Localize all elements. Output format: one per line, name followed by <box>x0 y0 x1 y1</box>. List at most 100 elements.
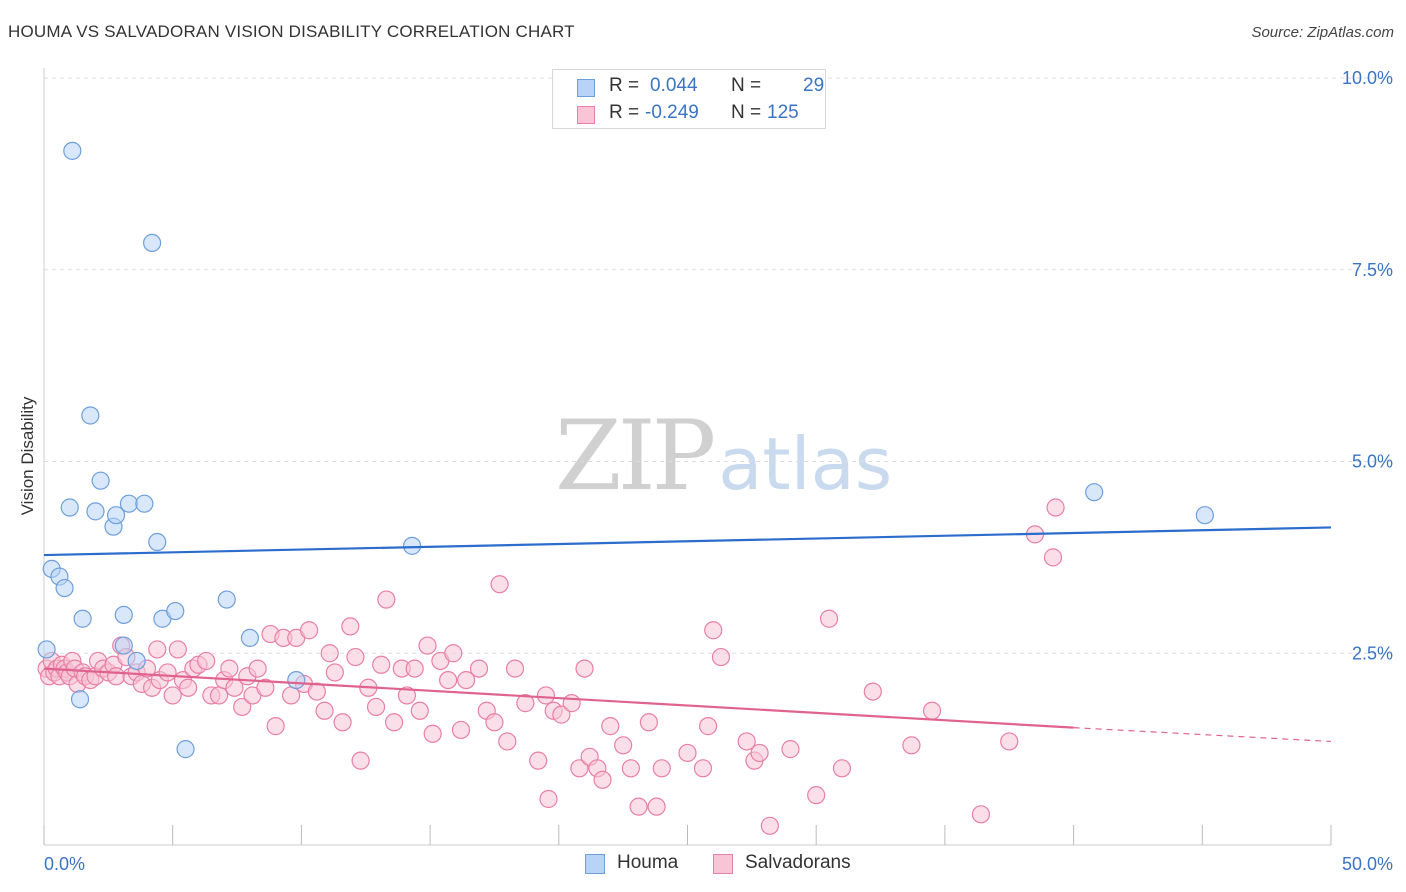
salvadoran-point <box>179 678 198 697</box>
salvadoran-point <box>698 717 718 736</box>
salvadoran-point <box>562 694 581 713</box>
salvadoran-point <box>351 751 370 770</box>
salvadoran-point <box>163 686 182 705</box>
salvadoran-point <box>539 789 558 809</box>
y-tick-label: 2.5% <box>1352 643 1393 663</box>
houma-point <box>217 590 236 609</box>
salvadoran-point <box>439 670 458 690</box>
salvadoran-point <box>410 701 429 720</box>
salvadoran-point <box>148 640 167 659</box>
salvadoran-point <box>781 740 800 759</box>
r-label: R = <box>609 102 640 123</box>
r-label: R = <box>609 75 640 96</box>
salvadoran-point <box>529 751 548 770</box>
source-credit: Source: ZipAtlas.com <box>1251 24 1394 41</box>
houma-point <box>114 605 133 625</box>
salvadoran-point <box>485 713 504 732</box>
houma-point <box>86 502 105 521</box>
tick-labels: 2.5% 5.0% 7.5% 10.0% 0.0% 50.0% <box>44 68 1393 874</box>
salvadoran-point <box>1043 548 1063 567</box>
y-tick-label: 7.5% <box>1352 260 1393 280</box>
salvadorans-legend-swatch <box>713 854 733 874</box>
salvadoran-point <box>233 697 252 717</box>
salvadoran-point <box>106 667 126 686</box>
salvadoran-point <box>372 655 391 674</box>
salvadoran-point <box>760 816 779 835</box>
salvadoran-point <box>451 720 471 740</box>
salvadoran-point <box>863 682 882 701</box>
y-tick-label: 10.0% <box>1342 68 1393 88</box>
salvadoran-point <box>570 759 589 778</box>
houma-point <box>127 651 146 671</box>
salvadoran-point <box>457 670 476 690</box>
watermark-zip: ZIP <box>555 400 716 512</box>
salvadoran-point <box>256 678 275 697</box>
houma-point <box>81 406 100 425</box>
salvadoran-point <box>377 590 396 609</box>
houma-point <box>91 471 110 490</box>
salvadoran-point <box>384 713 404 732</box>
salvadoran-point <box>346 647 365 667</box>
houma-point <box>1195 506 1214 525</box>
salvadorans-swatch <box>577 106 595 124</box>
n-value: 29 <box>803 75 825 96</box>
salvadoran-point <box>621 759 640 778</box>
salvadoran-point <box>325 663 344 682</box>
salvadoran-point <box>307 682 326 701</box>
y-tick-label: 5.0% <box>1352 452 1393 472</box>
houma-point <box>73 609 92 628</box>
houma-point <box>166 601 185 621</box>
salvadoran-point <box>498 732 517 751</box>
salvadoran-trend-extension <box>1073 727 1332 743</box>
houma-point <box>148 532 167 552</box>
salvadoran-point <box>593 770 612 789</box>
salvadoran-point <box>552 705 571 724</box>
x-tick-label: 0.0% <box>44 854 85 874</box>
watermark: ZIPatlas <box>555 400 892 512</box>
salvadoran-point <box>266 717 285 736</box>
salvadoran-point <box>397 686 417 705</box>
salvadoran-point <box>652 759 671 778</box>
watermark-atlas: atlas <box>718 422 893 506</box>
houma-point <box>402 536 422 555</box>
houma-point <box>114 636 133 655</box>
houma-point <box>143 233 162 253</box>
salvadoran-point <box>315 701 334 720</box>
houma-point <box>106 506 126 525</box>
salvadoran-point <box>922 701 942 720</box>
salvadoran-point <box>333 713 352 732</box>
salvadoran-point <box>418 636 437 655</box>
salvadoran-point <box>366 697 386 717</box>
salvadoran-point <box>639 713 658 732</box>
houma-point <box>70 690 90 709</box>
salvadoran-point <box>444 644 463 663</box>
salvadoran-point <box>1046 498 1065 517</box>
salvadoran-point <box>704 621 723 640</box>
houma-trend-line <box>43 526 1332 557</box>
salvadoran-point <box>158 663 177 682</box>
n-label: N = <box>731 102 762 123</box>
salvadoran-point <box>405 659 424 678</box>
salvadoran-point <box>750 743 769 763</box>
salvadorans-legend-label: Salvadorans <box>745 852 851 873</box>
houma-point <box>135 494 154 513</box>
houma-point <box>37 640 56 659</box>
houma-swatch <box>577 79 595 97</box>
salvadoran-point <box>678 743 697 763</box>
salvadoran-point <box>469 659 489 678</box>
salvadoran-point <box>320 644 339 663</box>
houma-legend-label: Houma <box>617 852 679 873</box>
salvadoran-point <box>902 736 921 755</box>
data-points <box>37 141 1214 835</box>
trend-lines <box>43 526 1332 743</box>
salvadoran-point <box>832 759 852 778</box>
salvadoran-point <box>819 609 839 628</box>
n-value: 125 <box>767 102 799 123</box>
salvadoran-point <box>647 797 666 816</box>
salvadoran-point <box>614 736 633 755</box>
houma-point <box>240 628 260 648</box>
salvadoran-point <box>248 659 267 678</box>
houma-point <box>60 498 79 517</box>
houma-point <box>119 494 139 513</box>
